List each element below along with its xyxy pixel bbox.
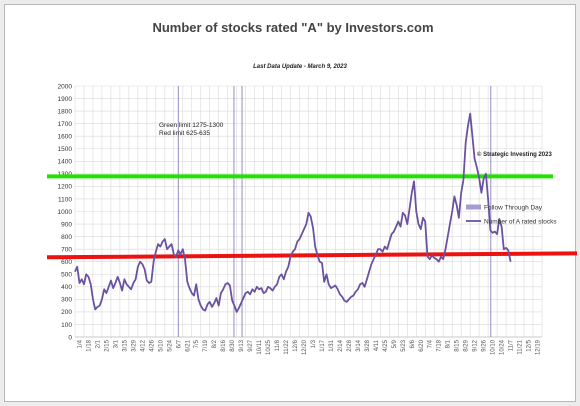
annotation-green-limit: Green limit 1275-1300: [159, 122, 224, 129]
x-tick-label: 12/19: [536, 339, 542, 355]
x-tick-label: 10/10: [491, 339, 497, 355]
y-tick-label: 200: [61, 309, 72, 316]
x-tick-label: 3/28: [365, 339, 371, 351]
x-tick-label: 1/18: [86, 339, 92, 351]
y-tick-label: 1600: [58, 134, 73, 141]
y-tick-label: 900: [61, 221, 72, 228]
x-tick-label: 11/21: [518, 339, 524, 354]
x-tick-label: 3/14: [356, 339, 362, 351]
x-tick-label: 5/9: [392, 339, 398, 348]
x-tick-label: 6/21: [185, 339, 191, 351]
chart-frame: Number of stocks rated "A" by Investors.…: [4, 4, 577, 402]
y-axis: 0 100 200 300 400 500 600 700 800 900 1000 1100 1200…: [58, 83, 73, 341]
chart-svg: Number of stocks rated "A" by Investors.…: [46, 20, 577, 355]
x-tick-label: 4/12: [140, 339, 146, 351]
x-tick-label: 11/7: [509, 339, 515, 351]
chart-title: Number of stocks rated "A" by Investors.…: [152, 20, 433, 35]
y-tick-label: 1500: [58, 146, 73, 153]
chart-subtitle: Last Data Update - March 9, 2023: [253, 64, 347, 70]
y-tick-label: 300: [61, 297, 72, 304]
follow-through-days: [177, 86, 492, 337]
legend-label-a-rated-stocks: Number of A rated stocks: [484, 219, 557, 226]
x-tick-label: 9/27: [248, 339, 254, 351]
x-tick-label: 8/16: [221, 339, 227, 351]
x-tick-label: 8/15: [455, 339, 461, 351]
y-tick-label: 100: [61, 322, 72, 329]
x-tick-label: 10/11: [257, 339, 263, 354]
legend-label-follow-through-day: Follow Through Day: [484, 205, 543, 212]
x-tick-label: 8/2: [212, 339, 218, 348]
x-tick-label: 5/10: [158, 339, 164, 351]
x-tick-label: 6/7: [176, 339, 182, 348]
y-tick-label: 1700: [58, 121, 73, 128]
x-tick-label: 4/11: [374, 339, 380, 351]
y-tick-label: 1800: [58, 108, 73, 115]
limit-lines: [46, 174, 577, 260]
x-tick-label: 9/26: [482, 339, 488, 351]
x-tick-label: 11/22: [284, 339, 290, 354]
y-tick-label: 800: [61, 234, 72, 241]
y-tick-label: 2000: [58, 83, 73, 90]
x-tick-label: 8/29: [464, 339, 470, 351]
x-tick-label: 6/20: [419, 339, 425, 351]
x-tick-label: 7/19: [203, 339, 209, 351]
y-tick-label: 400: [61, 284, 72, 291]
series: [74, 112, 512, 313]
y-tick-label: 1200: [58, 184, 73, 191]
y-tick-label: 1100: [58, 196, 72, 203]
x-tick-label: 4/26: [149, 339, 155, 351]
x-tick-label: 1/31: [329, 339, 335, 351]
x-tick-label: 5/24: [167, 339, 173, 351]
x-tick-label: 4/25: [383, 339, 389, 351]
x-tick-label: 7/4: [428, 339, 434, 348]
x-tick-label: 12/20: [302, 339, 308, 355]
annotation-red-limit: Red limit 625-635: [159, 130, 210, 137]
y-tick-label: 600: [61, 259, 72, 266]
x-tick-label: 3/1: [113, 339, 119, 348]
x-tick-label: 1/4: [77, 339, 83, 348]
y-tick-label: 1900: [58, 96, 73, 103]
x-tick-label: 2/14: [338, 339, 344, 351]
x-tick-label: 10/25: [266, 339, 272, 355]
x-tick-label: 8/1: [446, 339, 452, 348]
legend: Follow Through Day Number of A rated sto…: [466, 204, 557, 226]
x-axis: 1/4 1/18 2/1 2/15 3/1 3/15 3/29 4/12 4/26 5/10 5/2…: [75, 336, 542, 355]
x-tick-label: 8/30: [230, 339, 236, 351]
x-tick-label: 9/12: [473, 339, 479, 351]
x-tick-label: 11/8: [275, 339, 281, 351]
x-tick-label: 1/17: [320, 339, 326, 351]
x-tick-label: 2/15: [104, 339, 110, 351]
x-tick-label: 10/24: [500, 339, 506, 355]
x-tick-label: 12/5: [527, 339, 533, 351]
x-tick-label: 9/13: [239, 339, 245, 351]
x-tick-label: 7/5: [194, 339, 200, 348]
annotation-copyright: © Strategic Investing 2023: [477, 151, 552, 158]
y-tick-label: 1400: [58, 159, 73, 166]
x-tick-label: 7/18: [437, 339, 443, 351]
x-tick-label: 6/6: [410, 339, 416, 348]
x-tick-label: 2/1: [95, 339, 101, 348]
x-tick-label: 3/29: [131, 339, 137, 351]
x-tick-label: 3/15: [122, 339, 128, 351]
series-line-a-rated-stocks: [74, 112, 512, 313]
x-tick-label: 12/6: [293, 339, 299, 351]
y-tick-label: 1000: [58, 209, 73, 216]
x-tick-label: 1/3: [311, 339, 317, 348]
red-limit-line: [46, 251, 577, 260]
y-tick-label: 700: [61, 246, 72, 253]
y-tick-label: 0: [68, 334, 72, 341]
x-tick-label: 2/28: [347, 339, 353, 351]
x-tick-label: 5/23: [401, 339, 407, 351]
y-tick-label: 500: [61, 272, 72, 279]
